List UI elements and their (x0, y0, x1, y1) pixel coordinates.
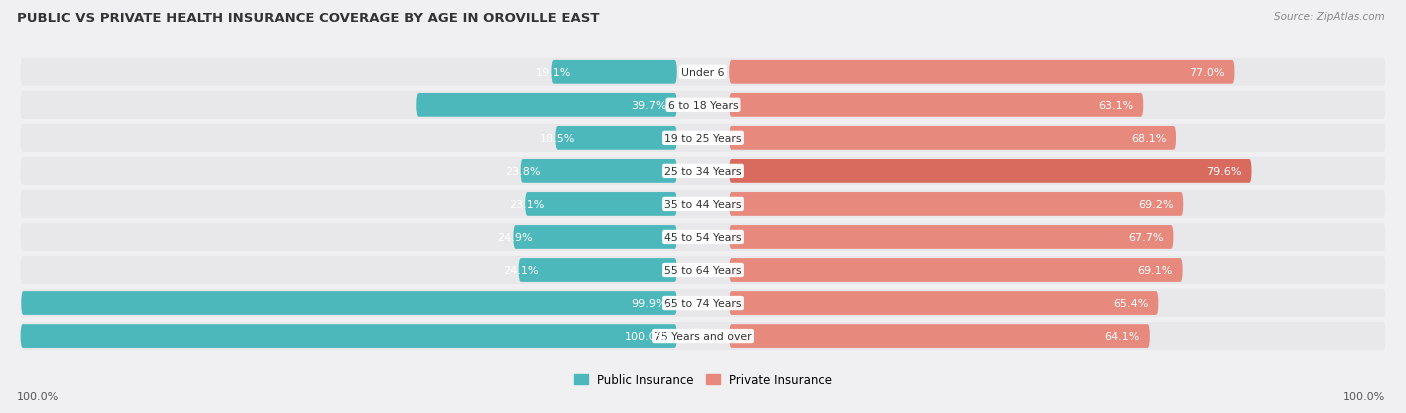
Text: 23.1%: 23.1% (509, 199, 546, 209)
Text: 99.9%: 99.9% (631, 298, 666, 308)
FancyBboxPatch shape (730, 61, 1234, 85)
FancyBboxPatch shape (730, 94, 1143, 117)
Text: 100.0%: 100.0% (1343, 391, 1385, 401)
Text: 79.6%: 79.6% (1206, 166, 1241, 176)
Text: 100.0%: 100.0% (17, 391, 59, 401)
FancyBboxPatch shape (730, 292, 1159, 315)
FancyBboxPatch shape (21, 289, 1385, 317)
FancyBboxPatch shape (21, 223, 1385, 252)
Text: 65 to 74 Years: 65 to 74 Years (664, 298, 742, 308)
Text: 18.5%: 18.5% (540, 133, 575, 144)
Legend: Public Insurance, Private Insurance: Public Insurance, Private Insurance (569, 368, 837, 391)
FancyBboxPatch shape (555, 127, 676, 150)
FancyBboxPatch shape (730, 324, 1150, 348)
FancyBboxPatch shape (416, 94, 676, 117)
FancyBboxPatch shape (21, 190, 1385, 218)
Text: 77.0%: 77.0% (1189, 68, 1225, 78)
Text: 75 Years and over: 75 Years and over (654, 331, 752, 341)
Text: 69.1%: 69.1% (1137, 265, 1173, 275)
FancyBboxPatch shape (21, 324, 676, 348)
Text: 55 to 64 Years: 55 to 64 Years (664, 265, 742, 275)
Text: 39.7%: 39.7% (631, 101, 666, 111)
Text: 64.1%: 64.1% (1105, 331, 1140, 341)
Text: 25 to 34 Years: 25 to 34 Years (664, 166, 742, 176)
FancyBboxPatch shape (21, 256, 1385, 284)
Text: 63.1%: 63.1% (1098, 101, 1133, 111)
FancyBboxPatch shape (21, 157, 1385, 185)
FancyBboxPatch shape (21, 322, 1385, 350)
Text: 19 to 25 Years: 19 to 25 Years (664, 133, 742, 144)
Text: 67.7%: 67.7% (1128, 233, 1164, 242)
Text: 69.2%: 69.2% (1137, 199, 1174, 209)
Text: 23.8%: 23.8% (505, 166, 540, 176)
Text: Source: ZipAtlas.com: Source: ZipAtlas.com (1274, 12, 1385, 22)
FancyBboxPatch shape (513, 225, 676, 249)
FancyBboxPatch shape (551, 61, 676, 85)
FancyBboxPatch shape (730, 127, 1175, 150)
FancyBboxPatch shape (730, 259, 1182, 282)
FancyBboxPatch shape (520, 159, 676, 183)
FancyBboxPatch shape (730, 225, 1174, 249)
Text: 24.1%: 24.1% (503, 265, 538, 275)
Text: 100.0%: 100.0% (624, 331, 666, 341)
Text: 65.4%: 65.4% (1114, 298, 1149, 308)
Text: PUBLIC VS PRIVATE HEALTH INSURANCE COVERAGE BY AGE IN OROVILLE EAST: PUBLIC VS PRIVATE HEALTH INSURANCE COVER… (17, 12, 599, 25)
Text: 19.1%: 19.1% (536, 68, 571, 78)
FancyBboxPatch shape (21, 125, 1385, 152)
Text: 35 to 44 Years: 35 to 44 Years (664, 199, 742, 209)
FancyBboxPatch shape (730, 192, 1184, 216)
FancyBboxPatch shape (21, 59, 1385, 87)
FancyBboxPatch shape (526, 192, 676, 216)
FancyBboxPatch shape (21, 292, 676, 315)
Text: 24.9%: 24.9% (498, 233, 533, 242)
FancyBboxPatch shape (730, 159, 1251, 183)
Text: 45 to 54 Years: 45 to 54 Years (664, 233, 742, 242)
FancyBboxPatch shape (21, 92, 1385, 120)
Text: 68.1%: 68.1% (1130, 133, 1166, 144)
Text: 6 to 18 Years: 6 to 18 Years (668, 101, 738, 111)
FancyBboxPatch shape (519, 259, 676, 282)
Text: Under 6: Under 6 (682, 68, 724, 78)
